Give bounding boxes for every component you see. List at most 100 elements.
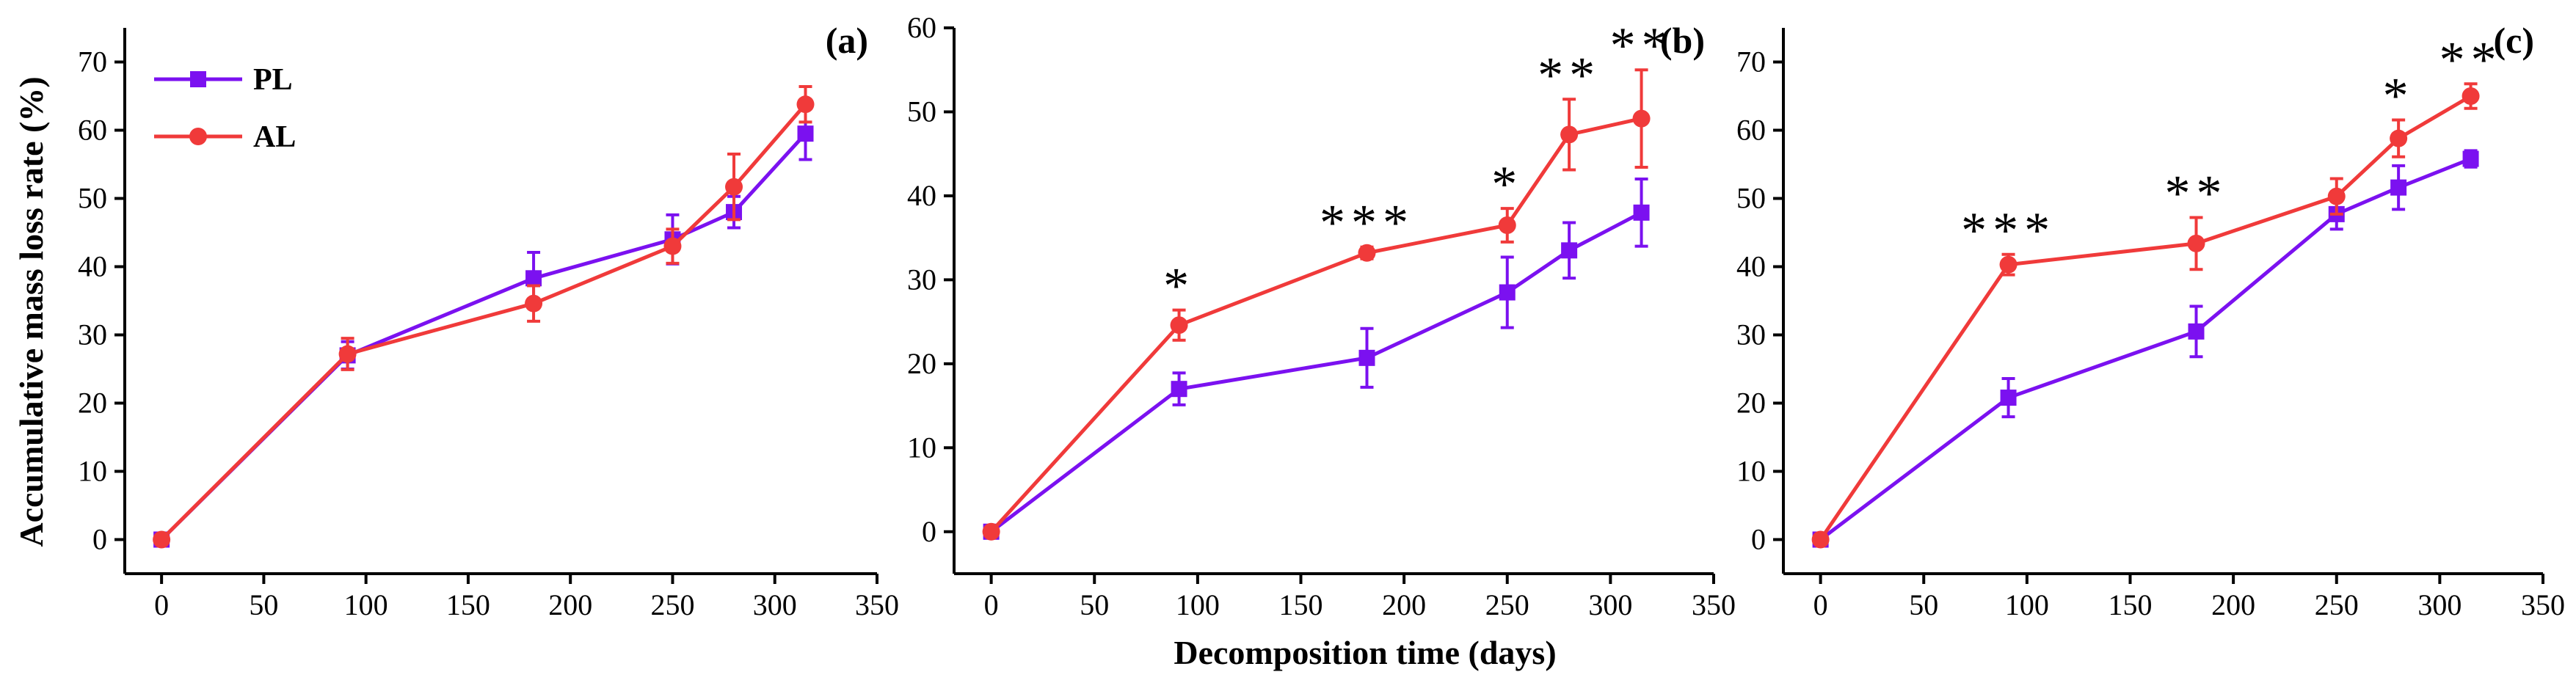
data-point-PL — [2188, 323, 2205, 340]
significance-marker: *** — [1961, 202, 2056, 259]
data-point-AL — [1498, 216, 1516, 234]
x-tick-label: 200 — [1382, 588, 1426, 621]
significance-marker: * — [1491, 156, 1523, 213]
x-tick-label: 100 — [1176, 588, 1220, 621]
x-tick-label: 350 — [2521, 588, 2565, 621]
x-tick-label: 250 — [2315, 588, 2359, 621]
x-tick-label: 250 — [650, 588, 694, 621]
series-line-PL — [160, 132, 807, 541]
y-tick-label: 60 — [1736, 114, 1766, 147]
y-tick-label: 60 — [907, 11, 936, 44]
x-tick-label: 350 — [855, 588, 899, 621]
data-point-PL — [797, 125, 814, 142]
data-point-AL — [525, 294, 543, 313]
legend-label-PL: PL — [253, 63, 293, 97]
panel-label: (c) — [2494, 20, 2535, 61]
x-tick-label: 150 — [446, 588, 490, 621]
y-tick-label: 20 — [78, 387, 107, 420]
x-tick-label: 50 — [249, 588, 278, 621]
x-tick-label: 200 — [548, 588, 592, 621]
data-point-AL — [2187, 234, 2205, 252]
x-tick-label: 250 — [1485, 588, 1529, 621]
x-tick-label: 0 — [984, 588, 999, 621]
data-point-AL — [1560, 125, 1579, 144]
y-tick-label: 30 — [1736, 318, 1766, 351]
y-tick-label: 30 — [78, 318, 107, 351]
data-point-AL — [2327, 187, 2346, 205]
chart-panel-1: 0 10 20 30 40 50 60 70 0 50 100 150 200 250 300 350 (a) P… — [78, 20, 899, 621]
y-tick-label: 10 — [1736, 455, 1766, 488]
panel-label: (a) — [826, 20, 868, 61]
significance-marker: ** — [2165, 166, 2228, 222]
y-tick-label: 70 — [1736, 45, 1766, 78]
data-point-AL — [153, 530, 171, 549]
data-point-AL — [982, 522, 1000, 541]
chart-panel-3: 0 10 20 30 40 50 60 70 0 50 100 150 200 250 300 350 (c) *… — [1736, 20, 2565, 621]
data-point-PL — [2390, 179, 2407, 196]
x-tick-label: 350 — [1692, 588, 1736, 621]
y-tick-label: 60 — [78, 114, 107, 147]
data-point-AL — [1170, 316, 1188, 335]
y-tick-label: 40 — [78, 250, 107, 283]
data-point-AL — [663, 237, 682, 255]
x-axis-title: Decomposition time (days) — [1174, 634, 1556, 671]
y-tick-label: 0 — [92, 523, 107, 556]
significance-marker: * — [1163, 258, 1195, 315]
data-point-AL — [1811, 530, 1830, 549]
y-tick-label: 40 — [907, 179, 936, 212]
x-tick-label: 300 — [1588, 588, 1632, 621]
x-tick-label: 300 — [2417, 588, 2462, 621]
x-tick-label: 150 — [1279, 588, 1323, 621]
data-point-PL — [1499, 284, 1516, 301]
y-axis-title: Accumulative mass loss rate (%) — [12, 76, 50, 547]
data-point-AL — [1632, 109, 1651, 128]
series-line-AL — [989, 117, 1642, 533]
data-point-PL — [2000, 390, 2017, 406]
data-point-PL — [1358, 349, 1375, 366]
y-tick-label: 10 — [907, 431, 936, 464]
y-tick-label: 30 — [907, 263, 936, 296]
data-point-AL — [338, 345, 357, 363]
legend-marker-AL — [189, 128, 207, 145]
series-line-PL — [1819, 157, 2472, 541]
series-line-AL — [160, 103, 807, 541]
series-line-AL — [1819, 94, 2472, 541]
x-tick-label: 100 — [2005, 588, 2049, 621]
significance-marker: ** — [1610, 18, 1673, 74]
data-point-AL — [1358, 244, 1376, 262]
x-tick-label: 200 — [2211, 588, 2255, 621]
x-tick-label: 0 — [154, 588, 169, 621]
significance-marker: ** — [1538, 47, 1601, 103]
y-tick-label: 0 — [922, 515, 936, 548]
x-tick-label: 300 — [753, 588, 797, 621]
legend-label-AL: AL — [253, 120, 296, 154]
data-point-PL — [1561, 242, 1578, 259]
x-tick-label: 50 — [1080, 588, 1109, 621]
data-point-AL — [796, 95, 815, 114]
x-tick-label: 150 — [2109, 588, 2153, 621]
series-line-PL — [990, 211, 1642, 533]
data-point-PL — [1633, 204, 1650, 221]
y-tick-label: 0 — [1751, 523, 1766, 556]
data-point-AL — [2462, 87, 2480, 105]
data-point-AL — [725, 178, 743, 196]
data-point-AL — [1999, 255, 2017, 274]
x-tick-label: 50 — [1909, 588, 1938, 621]
y-tick-label: 50 — [907, 95, 936, 128]
data-point-PL — [1171, 381, 1187, 398]
data-point-PL — [525, 270, 542, 287]
y-tick-label: 50 — [1736, 182, 1766, 215]
y-tick-label: 20 — [907, 347, 936, 380]
legend-marker-PL — [190, 71, 206, 87]
x-tick-label: 0 — [1813, 588, 1828, 621]
data-point-AL — [2390, 129, 2408, 147]
x-tick-label: 100 — [344, 588, 388, 621]
y-tick-label: 20 — [1736, 387, 1766, 420]
significance-marker: * — [2383, 68, 2415, 125]
y-tick-label: 50 — [78, 182, 107, 215]
panel-label: (b) — [1660, 20, 1705, 61]
y-tick-label: 40 — [1736, 250, 1766, 283]
significance-marker: *** — [1320, 195, 1414, 252]
